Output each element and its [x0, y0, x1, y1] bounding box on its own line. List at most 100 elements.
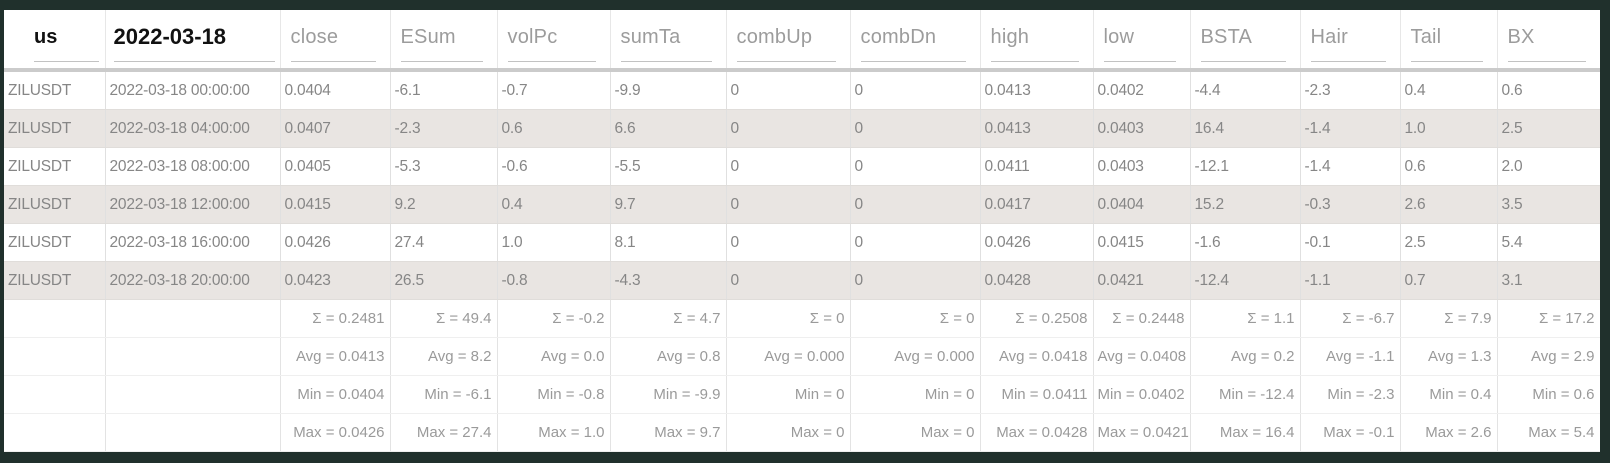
cell-tail: 1.0: [1400, 109, 1498, 148]
summary-cell: Min = -0.8: [497, 375, 611, 414]
cell-volpc: -0.7: [497, 70, 611, 110]
summary-cell: Σ = 7.9: [1400, 299, 1498, 338]
column-header-label: Tail: [1410, 26, 1442, 48]
column-filter-underline[interactable]: [1200, 61, 1286, 62]
cell-sumta: 6.6: [610, 109, 727, 148]
ohlc-stats-table: us 2022-03-18 close ESum volPc sumTa com…: [4, 10, 1600, 452]
summary-cell: Avg = 0.000: [850, 337, 981, 376]
cell-bsta: -4.4: [1190, 70, 1301, 110]
cell-symbol: ZILUSDT: [4, 223, 106, 262]
summary-cell: Min = 0: [850, 375, 981, 414]
cell-combup: 0: [726, 261, 851, 300]
cell-datetime: 2022-03-18 12:00:00: [105, 185, 281, 224]
column-filter-underline[interactable]: [860, 61, 966, 62]
cell-bsta: 16.4: [1190, 109, 1301, 148]
summary-cell: Σ = 0.2508: [980, 299, 1094, 338]
column-header-tail[interactable]: Tail: [1400, 10, 1498, 72]
column-filter-underline[interactable]: [620, 61, 712, 62]
cell-symbol: ZILUSDT: [4, 147, 106, 186]
data-table-container: us 2022-03-18 close ESum volPc sumTa com…: [4, 10, 1600, 452]
summary-cell: Min = 0.6: [1497, 375, 1600, 414]
cell-close: 0.0415: [280, 185, 391, 224]
column-header-bsta[interactable]: BSTA: [1190, 10, 1301, 72]
summary-cell: Σ = 0.2448: [1093, 299, 1191, 338]
summary-cell: Avg = 8.2: [390, 337, 498, 376]
summary-cell: Max = 0: [850, 413, 981, 452]
summary-cell: Min = 0.0402: [1093, 375, 1191, 414]
cell-esum: 9.2: [390, 185, 498, 224]
cell-volpc: -0.6: [497, 147, 611, 186]
column-filter-underline[interactable]: [990, 61, 1079, 62]
column-header-label: Hair: [1310, 26, 1348, 48]
column-header-us[interactable]: us: [4, 10, 106, 72]
column-filter-underline[interactable]: [1507, 61, 1586, 62]
summary-cell: Σ = 4.7: [610, 299, 727, 338]
cell-high: 0.0413: [980, 109, 1094, 148]
cell-datetime: 2022-03-18 08:00:00: [105, 147, 281, 186]
column-header-label: BSTA: [1200, 26, 1253, 48]
column-filter-underline[interactable]: [1410, 61, 1483, 62]
cell-tail: 2.5: [1400, 223, 1498, 262]
cell-tail: 0.4: [1400, 70, 1498, 110]
cell-sumta: -4.3: [610, 261, 727, 300]
cell-sumta: 8.1: [610, 223, 727, 262]
column-filter-underline[interactable]: [34, 61, 99, 62]
summary-cell: Min = -9.9: [610, 375, 727, 414]
cell-tail: 0.6: [1400, 147, 1498, 186]
cell-hair: -2.3: [1300, 70, 1401, 110]
cell-bsta: -12.1: [1190, 147, 1301, 186]
summary-cell: [105, 413, 281, 452]
column-header-bx[interactable]: BX: [1497, 10, 1600, 72]
cell-combdn: 0: [850, 261, 981, 300]
summary-cell: Avg = 1.3: [1400, 337, 1498, 376]
summary-cell: Min = -2.3: [1300, 375, 1401, 414]
cell-high: 0.0428: [980, 261, 1094, 300]
cell-combup: 0: [726, 109, 851, 148]
column-header-date[interactable]: 2022-03-18: [105, 10, 281, 72]
column-header-hair[interactable]: Hair: [1300, 10, 1401, 72]
column-header-volpc[interactable]: volPc: [497, 10, 611, 72]
column-filter-underline[interactable]: [507, 61, 596, 62]
column-filter-underline[interactable]: [1103, 61, 1176, 62]
cell-sumta: -5.5: [610, 147, 727, 186]
table-row: ZILUSDT 2022-03-18 16:00:00 0.0426 27.4 1.0 8…: [4, 223, 1600, 262]
column-header-sumta[interactable]: sumTa: [610, 10, 727, 72]
cell-bx: 3.5: [1497, 185, 1600, 224]
column-filter-underline[interactable]: [290, 61, 376, 62]
table-row: ZILUSDT 2022-03-18 20:00:00 0.0423 26.5 -0.8…: [4, 261, 1600, 300]
summary-cell: Σ = 49.4: [390, 299, 498, 338]
column-header-combup[interactable]: combUp: [726, 10, 851, 72]
summary-row-max: Max = 0.0426 Max = 27.4 Max = 1.0 Max = 9.7…: [4, 413, 1600, 452]
column-header-combdn[interactable]: combDn: [850, 10, 981, 72]
summary-cell: Σ = -6.7: [1300, 299, 1401, 338]
column-filter-underline[interactable]: [400, 61, 483, 62]
column-header-close[interactable]: close: [280, 10, 391, 72]
cell-datetime: 2022-03-18 16:00:00: [105, 223, 281, 262]
cell-combdn: 0: [850, 109, 981, 148]
summary-cell: Max = 0: [726, 413, 851, 452]
cell-low: 0.0403: [1093, 109, 1191, 148]
cell-volpc: 0.6: [497, 109, 611, 148]
summary-cell: Min = -12.4: [1190, 375, 1301, 414]
column-filter-underline[interactable]: [736, 61, 836, 62]
summary-cell: Max = 5.4: [1497, 413, 1600, 452]
column-header-low[interactable]: low: [1093, 10, 1191, 72]
summary-cell: Max = 0.0426: [280, 413, 391, 452]
column-header-esum[interactable]: ESum: [390, 10, 498, 72]
summary-cell: Avg = 0.0408: [1093, 337, 1191, 376]
cell-volpc: 0.4: [497, 185, 611, 224]
column-header-label: close: [290, 26, 339, 48]
column-filter-underline[interactable]: [1310, 61, 1386, 62]
table-row: ZILUSDT 2022-03-18 00:00:00 0.0404 -6.1 -0.7…: [4, 70, 1600, 110]
cell-symbol: ZILUSDT: [4, 261, 106, 300]
cell-sumta: -9.9: [610, 70, 727, 110]
cell-high: 0.0426: [980, 223, 1094, 262]
column-header-label: 2022-03-18: [113, 24, 227, 49]
column-header-high[interactable]: high: [980, 10, 1094, 72]
column-filter-underline[interactable]: [113, 61, 275, 62]
column-header-label: combDn: [860, 26, 937, 48]
cell-tail: 2.6: [1400, 185, 1498, 224]
cell-low: 0.0404: [1093, 185, 1191, 224]
summary-cell: Avg = -1.1: [1300, 337, 1401, 376]
